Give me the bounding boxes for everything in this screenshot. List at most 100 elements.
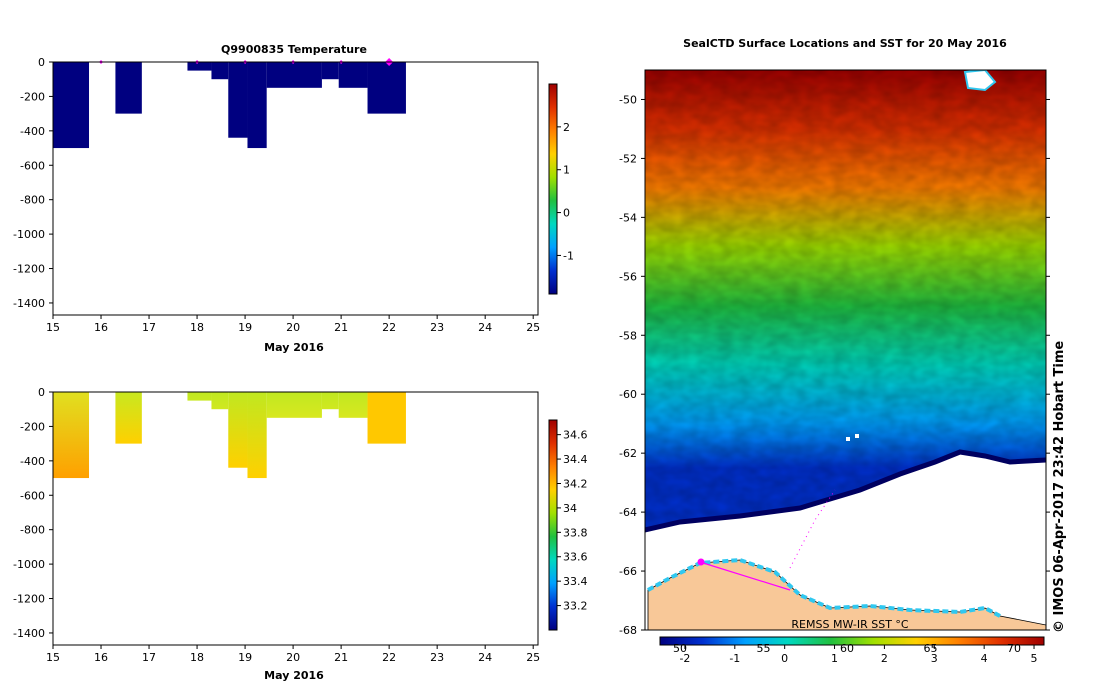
temperature-panel: Q9900835 Temperature 0 -200 -400 -600 -800 -1… [13, 43, 574, 354]
y-tick-label: 0 [38, 56, 45, 69]
x-tick-label: 22 [382, 321, 396, 334]
map-annotation: REMSS MW-IR SST °C [791, 618, 909, 631]
colorbar-tick-label: -1 [563, 249, 574, 262]
y-tick-label: -800 [20, 194, 45, 207]
temperature-columns [53, 62, 406, 149]
y-tick-label: -800 [20, 524, 45, 537]
y-tick-label: -1200 [13, 593, 45, 606]
lat-tick-label: -52 [619, 152, 637, 165]
data-column [115, 392, 142, 444]
salinity-x-axis: 15 16 17 18 19 20 21 22 23 24 25 [46, 645, 540, 664]
lat-tick-label: -64 [619, 506, 637, 519]
data-column [338, 62, 368, 88]
colorbar-tick-label: 1 [831, 652, 838, 665]
x-tick-label: 20 [286, 321, 300, 334]
salinity-colorbar-ticks: 34.6 34.4 34.2 34 33.8 33.6 33.4 33.2 [557, 429, 588, 613]
colorbar-top-label: 65 [924, 642, 938, 655]
data-column [367, 62, 406, 114]
data-column [247, 62, 267, 149]
y-tick-label: -1400 [13, 627, 45, 640]
salinity-panel: 0-200-400-600-800-1000-1200-1400 15 16 17 1… [13, 386, 587, 682]
lat-tick-label: -60 [619, 388, 637, 401]
data-column [187, 392, 212, 401]
data-column [367, 392, 406, 444]
colorbar-tick-label: 4 [981, 652, 988, 665]
y-tick-label: -600 [20, 159, 45, 172]
temperature-y-axis: 0 -200 -400 -600 -800 -1000 -1200 -1400 [13, 56, 53, 310]
data-column [321, 392, 339, 410]
colorbar-tick-label: 33.4 [563, 575, 588, 588]
colorbar-tick-label: 34.4 [563, 453, 588, 466]
y-tick-label: -200 [20, 90, 45, 103]
y-tick-label: -600 [20, 489, 45, 502]
colorbar-tick-label: 1 [563, 164, 570, 177]
y-tick-label: -200 [20, 420, 45, 433]
y-tick-label: -400 [20, 125, 45, 138]
colorbar-tick-label: 2 [563, 121, 570, 134]
x-tick-label: 15 [46, 321, 60, 334]
x-tick-label: 24 [478, 651, 492, 664]
x-tick-label: 19 [238, 321, 252, 334]
copyright-side-text: © IMOS 06-Apr-2017 23:42 Hobart Time [1052, 341, 1067, 633]
x-tick-label: 25 [526, 321, 540, 334]
x-tick-label: 18 [190, 651, 204, 664]
y-tick-label: -1400 [13, 297, 45, 310]
lat-tick-label: -50 [619, 93, 637, 106]
x-tick-label: 25 [526, 651, 540, 664]
colorbar-tick-label: -2 [679, 652, 690, 665]
data-column [228, 392, 248, 468]
seal-track-line [699, 561, 791, 591]
colorbar-tick-label: 5 [1031, 652, 1038, 665]
x-tick-label: 21 [334, 321, 348, 334]
temperature-xlabel: May 2016 [264, 341, 324, 354]
temperature-title: Q9900835 Temperature [221, 43, 367, 56]
x-tick-label: 19 [238, 651, 252, 664]
temperature-colorbar [548, 83, 558, 295]
data-column [266, 392, 322, 418]
sst-field [645, 70, 1046, 630]
colorbar-top-label: 60 [840, 642, 854, 655]
temperature-colorbar-ticks: 2 1 0 -1 [557, 121, 574, 262]
temperature-axes-frame [52, 61, 539, 316]
colorbar-tick-label: -1 [729, 652, 740, 665]
x-tick-label: 15 [46, 651, 60, 664]
x-tick-label: 16 [94, 321, 108, 334]
lat-tick-label: -56 [619, 270, 637, 283]
colorbar-tick-label: 34.2 [563, 477, 588, 490]
lat-tick-label: -54 [619, 211, 637, 224]
colorbar-tick-label: 3 [931, 652, 938, 665]
lat-tick-label: -68 [619, 624, 637, 637]
lat-tick-label: -62 [619, 447, 637, 460]
data-column [53, 392, 90, 479]
white-marker-2 [855, 434, 859, 438]
data-column [115, 62, 142, 114]
x-tick-label: 23 [430, 651, 444, 664]
y-tick-label: -1200 [13, 263, 45, 276]
white-marker-1 [846, 437, 850, 441]
data-column [53, 62, 90, 149]
data-column [187, 62, 212, 71]
data-column [321, 62, 339, 80]
seal-location-marker [697, 558, 705, 566]
data-column [228, 62, 248, 138]
x-tick-label: 18 [190, 321, 204, 334]
lat-tick-label: -58 [619, 329, 637, 342]
ice-edge-cold [645, 449, 1046, 533]
map-title: SealCTD Surface Locations and SST for 20… [683, 37, 1007, 50]
salinity-y-axis: 0 -200 -400 -600 -800 -1000 -1200 -1400 [13, 386, 53, 640]
colorbar-tick-label: 2 [881, 652, 888, 665]
colorbar-top-label: 55 [757, 642, 771, 655]
colorbar-top-label: 70 [1007, 642, 1021, 655]
y-tick-label: -1000 [13, 228, 45, 241]
y-tick-label: 0 [38, 386, 45, 399]
data-column [266, 62, 322, 88]
y-tick-label: -1000 [13, 558, 45, 571]
sst-map-panel: SealCTD Surface Locations and SST for 20… [619, 37, 1067, 665]
x-tick-label: 23 [430, 321, 444, 334]
lat-tick-label: -66 [619, 565, 637, 578]
x-tick-label: 22 [382, 651, 396, 664]
x-tick-label: 16 [94, 651, 108, 664]
map-latitude-axis: -50 -52 -54 -56 -58 -60 -62 -64 -66 -68 [619, 93, 1050, 637]
salinity-columns [53, 392, 406, 479]
colorbar-tick-label: 33.2 [563, 600, 588, 613]
